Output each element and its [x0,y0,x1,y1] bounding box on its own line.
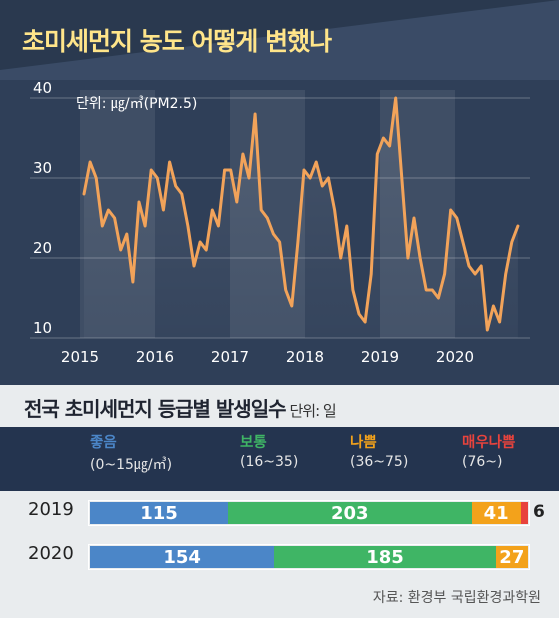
row-label-2019: 2019 [28,499,74,520]
x-tick-label-2018: 2018 [286,348,324,366]
table-title: 전국 초미세먼지 등급별 발생일수 단위: 일 [24,393,337,422]
x-tick-label-2016: 2016 [136,348,174,366]
y-tick-label-40: 40 [33,79,52,97]
legend-band [0,427,559,491]
bar-label-2019-매우나쁨: 6 [533,502,545,522]
x-tick-label-2017: 2017 [211,348,249,366]
line-chart-panel: 10 20 30 40 2015 2016 2017 2018 2019 2020 초미세먼지 … [0,0,559,385]
bar-2019-나쁨: 41 [471,502,521,524]
table-unit: 단위: 일 [289,402,337,420]
x-tick-label-2020: 2020 [436,348,474,366]
x-tick-label-2015: 2015 [61,348,99,366]
chart-unit-label: 단위: ㎍/㎥(PM2.5) [76,96,198,112]
y-tick-label-20: 20 [33,239,52,257]
bar-2020-보통: 185 [274,546,496,568]
bar-2020-나쁨: 27 [495,546,528,568]
y-tick-label-30: 30 [33,159,52,177]
y-tick-label-10: 10 [33,319,52,337]
legend-bad-range: (36~75) [350,454,409,470]
background-stripe [0,0,559,80]
chart-title: 초미세먼지 농도 어떻게 변했나 [22,27,332,56]
table-title-text: 전국 초미세먼지 등급별 발생일수 [24,397,286,421]
legend-normal-range: (16~35) [240,454,299,470]
legend-verybad-range: (76~) [462,454,503,470]
x-tick-label-2019: 2019 [361,348,399,366]
line-chart: 10 20 30 40 2015 2016 2017 2018 2019 2020 [0,0,559,385]
bar-2020-좋음: 154 [90,546,275,568]
legend-normal-label: 보통 [240,435,267,451]
row-label-2020: 2020 [28,543,74,564]
legend-good-label: 좋음 [90,435,117,451]
series-line [82,96,520,332]
legend-bad-label: 나쁨 [350,435,377,451]
bar-2019-보통: 203 [228,502,472,524]
stacked-bar-panel: 전국 초미세먼지 등급별 발생일수 단위: 일 좋음 (0~15㎍/㎥) 보통 (… [0,385,559,618]
bar-2019-매우나쁨 [520,502,528,524]
source-note: 자료: 환경부 국립환경과학원 [372,590,541,606]
bar-2019-좋음: 115 [90,502,228,524]
legend-verybad-label: 매우나쁨 [462,435,516,451]
legend-good-range: (0~15㎍/㎥) [90,457,173,473]
